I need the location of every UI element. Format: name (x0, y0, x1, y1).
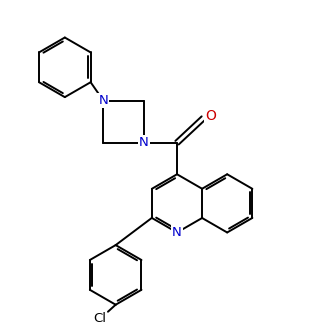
Text: Cl: Cl (93, 312, 107, 325)
Text: N: N (99, 94, 108, 107)
Text: O: O (206, 110, 217, 123)
Text: N: N (139, 136, 149, 149)
Text: N: N (172, 226, 182, 239)
